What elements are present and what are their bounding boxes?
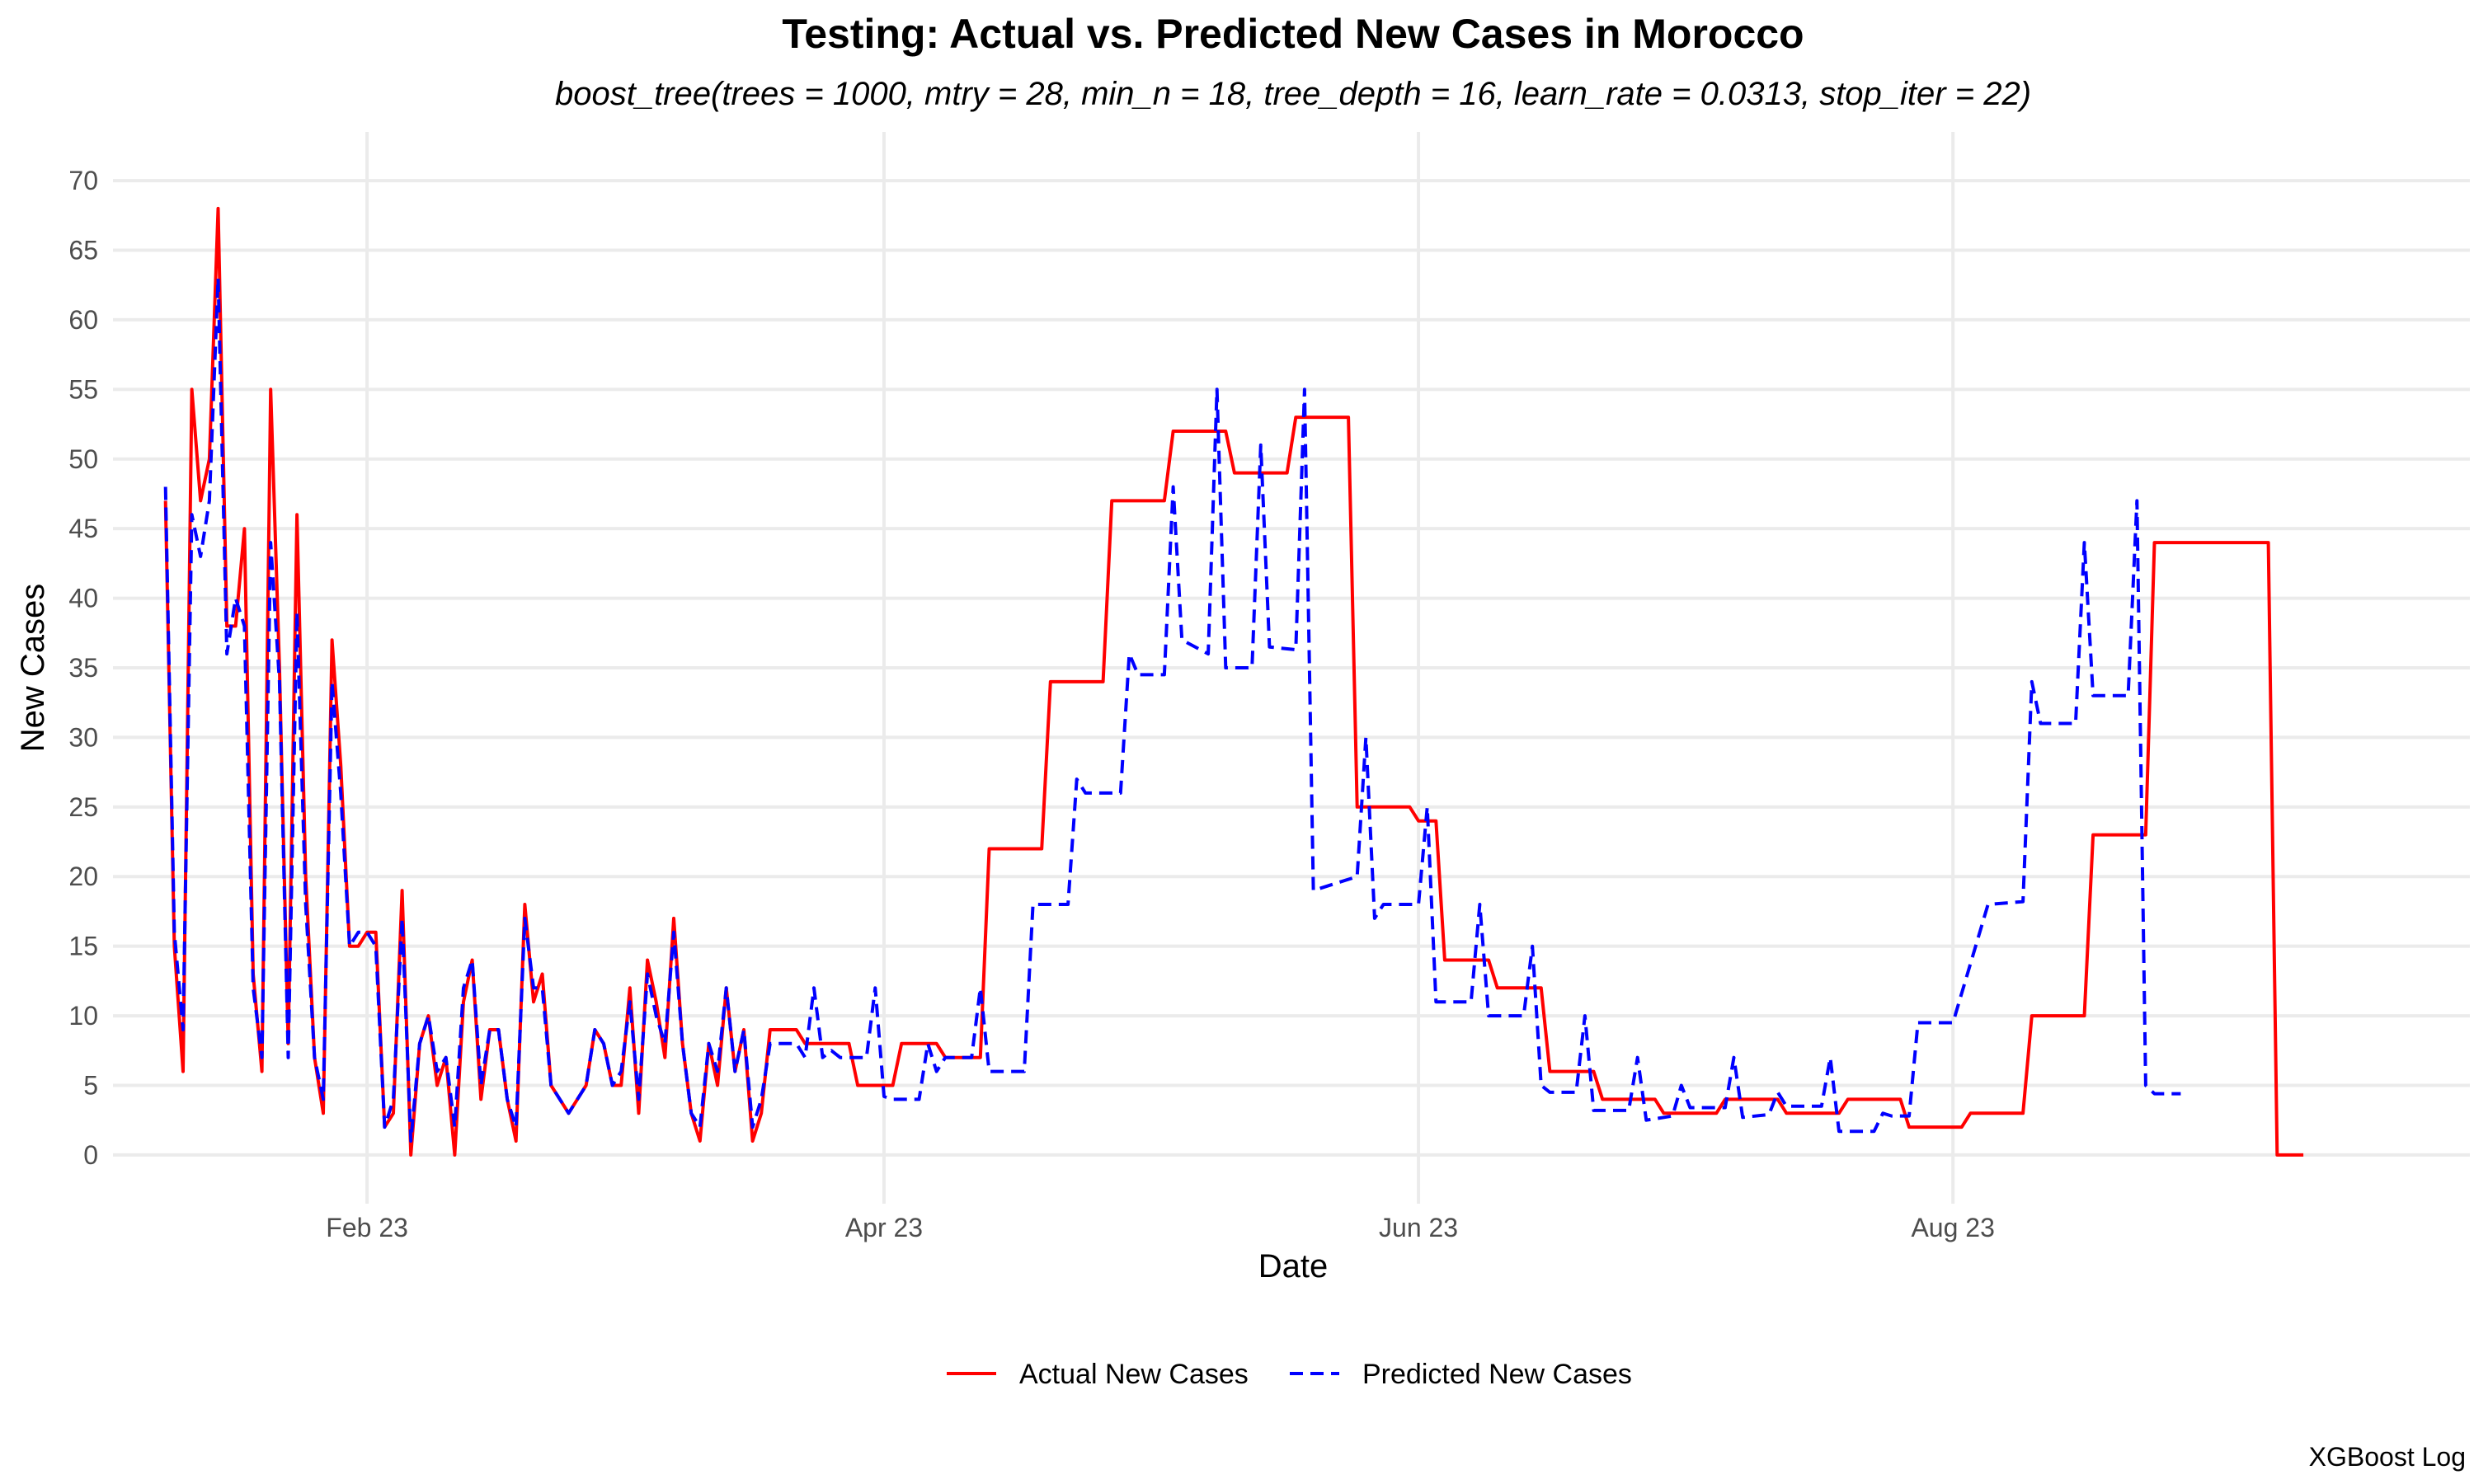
actual-series-line (163, 206, 2304, 1157)
chart-subtitle: boost_tree(trees = 1000, mtry = 28, min_… (555, 76, 2031, 112)
y-tick-label: 40 (68, 584, 98, 613)
y-tick-label: 0 (83, 1140, 98, 1170)
y-tick-label: 5 (83, 1070, 98, 1100)
y-tick-label: 30 (68, 722, 98, 752)
x-tick-label: Aug 23 (1911, 1213, 1994, 1242)
y-tick-label: 60 (68, 305, 98, 335)
x-axis-ticks: Feb 23 Apr 23 Jun 23 Aug 23 (326, 1213, 1995, 1242)
predicted-series-line (163, 276, 2181, 1143)
y-tick-label: 50 (68, 444, 98, 474)
x-tick-label: Jun 23 (1379, 1213, 1458, 1242)
y-tick-label: 45 (68, 514, 98, 543)
grid (113, 132, 2470, 1204)
y-tick-label: 35 (68, 653, 98, 683)
y-tick-label: 70 (68, 166, 98, 195)
x-axis-title: Date (1258, 1248, 1329, 1284)
y-axis-title: New Cases (15, 584, 51, 753)
chart-title: Testing: Actual vs. Predicted New Cases … (782, 11, 1804, 57)
y-tick-label: 20 (68, 862, 98, 891)
legend-label-actual: Actual New Cases (1019, 1359, 1249, 1390)
y-tick-label: 25 (68, 792, 98, 822)
caption: XGBoost Log (2309, 1442, 2466, 1472)
x-tick-label: Feb 23 (326, 1213, 408, 1242)
legend: Actual New Cases Predicted New Cases (947, 1359, 1632, 1390)
series-lines (163, 206, 2304, 1157)
y-tick-label: 55 (68, 374, 98, 404)
y-axis-ticks: 0 5 10 15 20 25 30 35 40 45 50 55 60 65 70 (68, 166, 98, 1170)
y-tick-label: 15 (68, 932, 98, 961)
y-tick-label: 10 (68, 1001, 98, 1031)
legend-label-predicted: Predicted New Cases (1362, 1359, 1632, 1390)
x-tick-label: Apr 23 (845, 1213, 923, 1242)
y-tick-label: 65 (68, 236, 98, 265)
